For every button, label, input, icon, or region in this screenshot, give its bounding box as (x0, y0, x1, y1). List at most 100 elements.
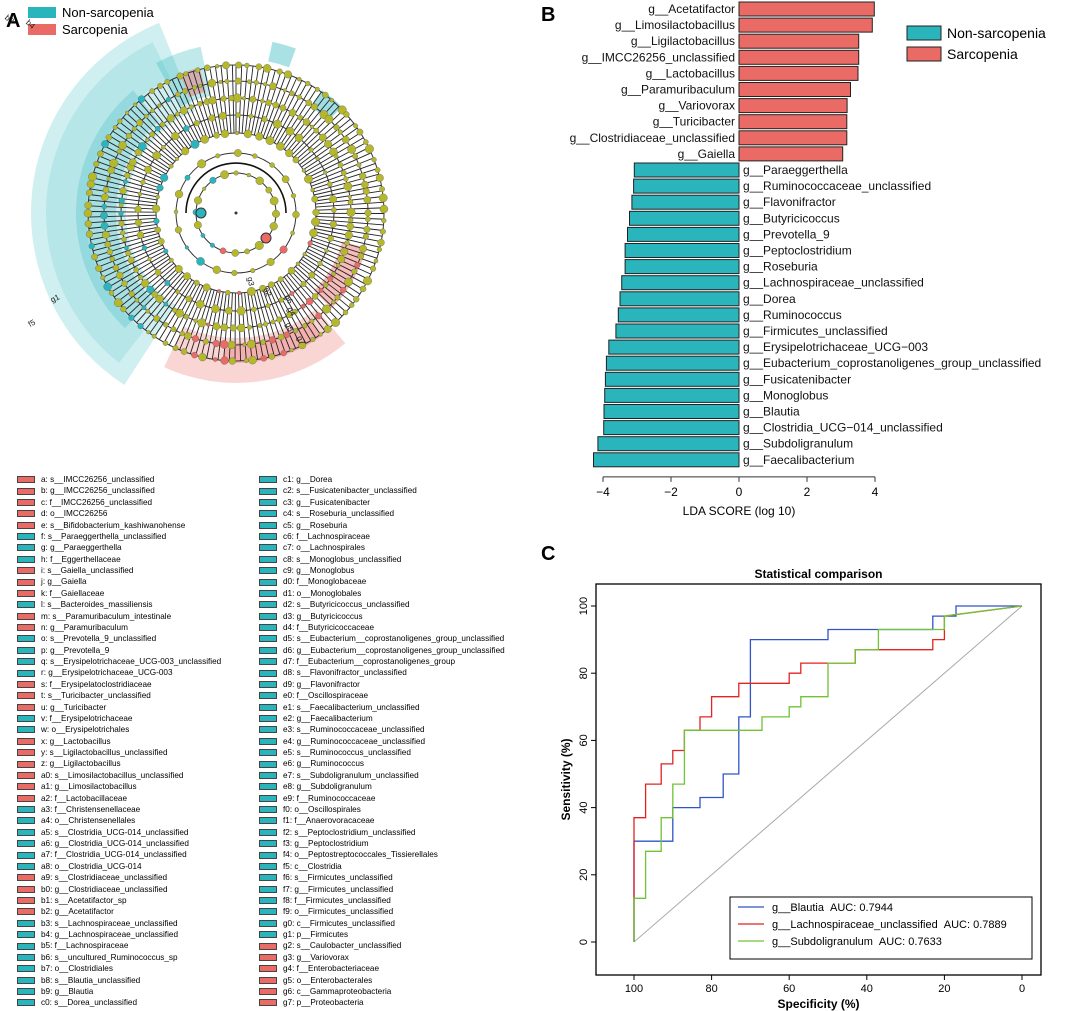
cladogram-node (246, 172, 251, 178)
lda-bar-label: g__Limosilactobacillus (615, 18, 735, 32)
cladogram-node (197, 101, 203, 107)
legend-entry-a4: a4: o__Christensenellales (17, 815, 221, 826)
legend-entry-text: g3: g__Variovorax (283, 952, 349, 962)
cladogram-node (208, 96, 217, 105)
cladogram-node (194, 67, 201, 73)
cladogram-node (228, 357, 237, 365)
legend-entry-d3: d3: g__Butyricicoccus (259, 611, 505, 622)
cladogram-node (265, 303, 271, 309)
clade-label: g5 (284, 321, 296, 333)
cladogram-node (364, 144, 374, 154)
cladogram-node (212, 265, 221, 274)
cladogram-node (133, 102, 138, 107)
cladogram-node (203, 64, 211, 72)
cladogram-node (289, 348, 294, 353)
cladogram-node (84, 220, 93, 228)
roc-x-tick-label: 0 (1019, 983, 1025, 995)
cladogram-node (362, 233, 369, 240)
legend-entry-g0: g0: c__Firmicutes_unclassified (259, 918, 505, 929)
cladogram-node (280, 349, 287, 357)
cladogram-node (302, 252, 307, 257)
cladogram-node (101, 140, 109, 148)
lda-bar-label: g__Paraeggerthella (743, 163, 848, 177)
legend-entry-swatch (259, 794, 277, 802)
cladogram-node (183, 314, 190, 320)
cladogram-node (116, 148, 122, 154)
lda-bar (631, 194, 740, 210)
cladogram-node (100, 211, 108, 220)
lda-bar (738, 65, 859, 81)
lda-bar (738, 130, 848, 146)
roc-y-tick-label: 0 (578, 939, 590, 945)
cladogram-node (292, 210, 300, 219)
legend-entry-text: f6: s__Firmicutes_unclassified (283, 873, 393, 883)
cladogram-node (149, 88, 155, 94)
roc-legend-entry: g__Lachnospiraceae_unclassified AUC: 0.78… (772, 919, 1007, 931)
legend-entry-g: g: g__Paraeggerthella (17, 542, 221, 553)
cladogram-node (236, 323, 246, 333)
cladogram-node (268, 353, 275, 360)
cladogram-node (225, 289, 231, 296)
cladogram-node (118, 210, 124, 217)
cladogram-node (220, 95, 227, 102)
cladogram-node (122, 179, 128, 185)
cladogram-node (106, 176, 111, 181)
cladogram-node (166, 114, 175, 123)
legend-entry-f2: f2: s__Peptoclostridium_unclassified (259, 827, 505, 838)
cladogram-node (374, 167, 381, 173)
cladogram-node (363, 196, 372, 204)
cladogram-node (270, 319, 276, 325)
clade-label: g7 (295, 334, 307, 346)
legend-entry-swatch (17, 976, 35, 984)
cladogram-node (290, 193, 297, 199)
legend-entry-text: b2: g__Acetatifactor (41, 907, 114, 917)
legend-entry-c1: c1: g__Dorea (259, 474, 505, 485)
cladogram-node (346, 207, 356, 217)
cladogram-node (318, 288, 324, 293)
legend-entry-v: v: f__Erysipelotrichaceae (17, 713, 221, 724)
lda-bar-label: g__Paramuribaculum (621, 83, 735, 97)
legend-entry-text: o: s__Prevotella_9_unclassified (41, 634, 157, 644)
cladogram-node (269, 196, 279, 206)
legend-entry-e2: e2: g__Faecalibacterium (259, 713, 505, 724)
lda-bar (738, 82, 851, 97)
cladogram-node (162, 340, 169, 346)
cladogram-node (371, 157, 377, 163)
cladogram-node (235, 112, 241, 118)
legend-entry-swatch (259, 976, 277, 984)
cladogram-node (131, 126, 137, 132)
cladogram-node (327, 275, 334, 282)
cladogram-node (235, 61, 242, 69)
legend-entry-text: a7: f__Clostridia_UCG-014_unclassified (41, 850, 187, 860)
lda-bar-label: g__Subdoligranulum (743, 437, 853, 451)
cladogram-node (302, 118, 311, 126)
cladogram-node (138, 274, 144, 280)
legend-entry-swatch (17, 715, 35, 723)
legend-entry-a: a: s__IMCC26256_unclassified (17, 474, 221, 485)
legend-entry-swatch (17, 555, 35, 563)
cladogram-node (349, 302, 355, 308)
cladogram-node (250, 268, 256, 274)
cladogram-node (310, 336, 316, 343)
cladogram-node (375, 174, 384, 182)
legend-entry-swatch (259, 965, 277, 973)
cladogram-node (197, 159, 207, 169)
cladogram-node (359, 172, 367, 180)
legend-entry-text: f: s__Paraeggerthella_unclassified (41, 531, 167, 541)
lda-bar (603, 404, 740, 419)
cladogram-node (324, 248, 329, 253)
cladogram-node (351, 268, 358, 275)
cladogram-node (220, 323, 229, 332)
legend-entry-c7: c7: o__Lachnospirales (259, 542, 505, 553)
clade-sector-eggerthellaceae (268, 41, 296, 68)
cladogram-node (128, 158, 137, 167)
roc-y-tick-label: 60 (578, 734, 590, 746)
cladogram-node (121, 280, 128, 287)
cladogram-node (150, 108, 155, 113)
legend-entry-t: t: s__Turicibacter_unclassified (17, 690, 221, 701)
legend-entry-swatch (259, 498, 277, 506)
legend-entry-text: g6: c__Gammaproteobacteria (283, 986, 392, 996)
cladogram-node (310, 124, 315, 129)
legend-entry-text: b: g__IMCC26256_unclassified (41, 486, 155, 496)
lda-legend-swatch (906, 46, 942, 62)
